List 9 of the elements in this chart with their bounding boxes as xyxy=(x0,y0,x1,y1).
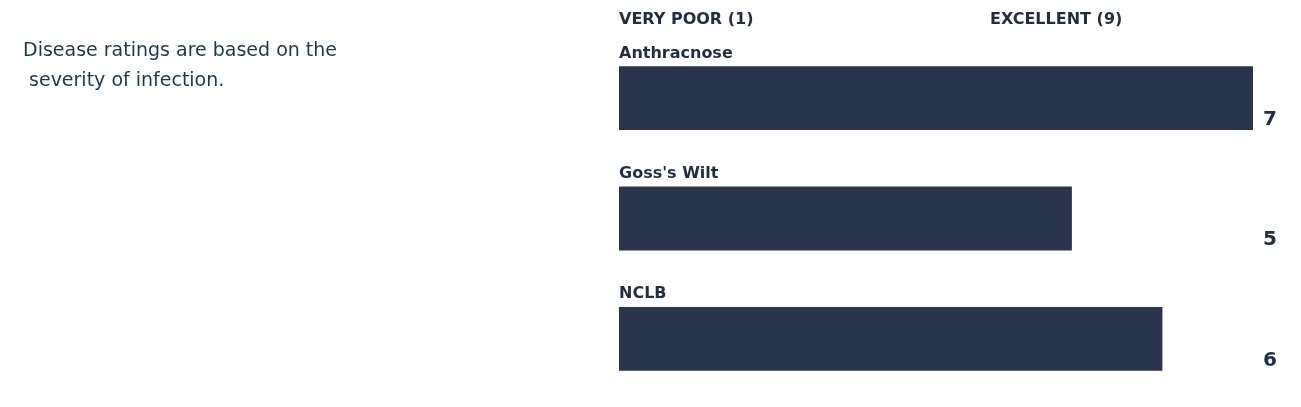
y-tick-label: NCLB xyxy=(619,283,667,303)
y-tick-label: Anthracnose xyxy=(619,42,733,62)
data-label: 6 xyxy=(1263,346,1277,371)
annotation: EXCELLENT (9) xyxy=(990,8,1123,28)
data-label: 7 xyxy=(1263,106,1277,131)
text: Disease ratings are based on the severity of infection. xyxy=(23,38,338,90)
data-label: 5 xyxy=(1263,226,1277,251)
y-tick-label: Goss's Wilt xyxy=(619,163,719,183)
annotation: VERY POOR (1) xyxy=(619,8,754,28)
